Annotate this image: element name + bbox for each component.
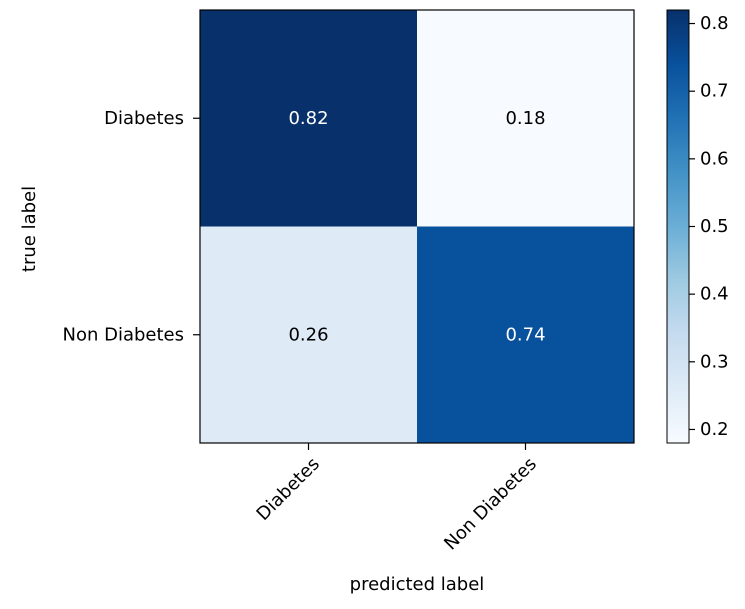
colorbar-tick-label: 0.3 <box>700 351 729 372</box>
plot-frame <box>199 9 635 444</box>
heatmap-cells <box>200 10 634 443</box>
colorbar-tick-label: 0.6 <box>700 148 729 169</box>
heatmap-cell-0-1 <box>417 10 634 227</box>
colorbar-tick-label: 0.7 <box>700 81 729 102</box>
x-axis-ticks: Diabetes Non Diabetes <box>253 443 541 554</box>
y-axis-ticks: Diabetes Non Diabetes <box>62 108 200 345</box>
cell-value-label-0-1: 0.18 <box>505 108 545 129</box>
y-tick-label: Diabetes <box>104 108 184 129</box>
x-tick-label: Non Diabetes <box>440 454 541 555</box>
x-tick-label: Diabetes <box>253 454 324 525</box>
cell-value-label-1-1: 0.74 <box>505 324 545 345</box>
colorbar-tick-label: 0.2 <box>700 419 729 440</box>
cell-value-labels: 0.82 0.18 0.26 0.74 <box>288 108 545 346</box>
colorbar-ticks: 0.2 0.3 0.4 0.5 0.6 0.7 0.8 <box>689 13 729 440</box>
cell-value-label-0-0: 0.82 <box>288 108 328 129</box>
colorbar <box>666 9 690 444</box>
heatmap-cell-1-0 <box>200 226 417 443</box>
cell-value-label-1-0: 0.26 <box>288 324 328 345</box>
colorbar-tick-label: 0.5 <box>700 216 729 237</box>
x-axis-title: predicted label <box>350 574 485 595</box>
colorbar-tick-label: 0.8 <box>700 13 729 34</box>
heatmap-cell-0-0 <box>200 10 417 227</box>
y-axis-title: true label <box>19 186 40 272</box>
y-tick-label: Non Diabetes <box>62 324 184 345</box>
heatmap-cell-1-1 <box>417 226 634 443</box>
colorbar-tick-label: 0.4 <box>700 284 729 305</box>
